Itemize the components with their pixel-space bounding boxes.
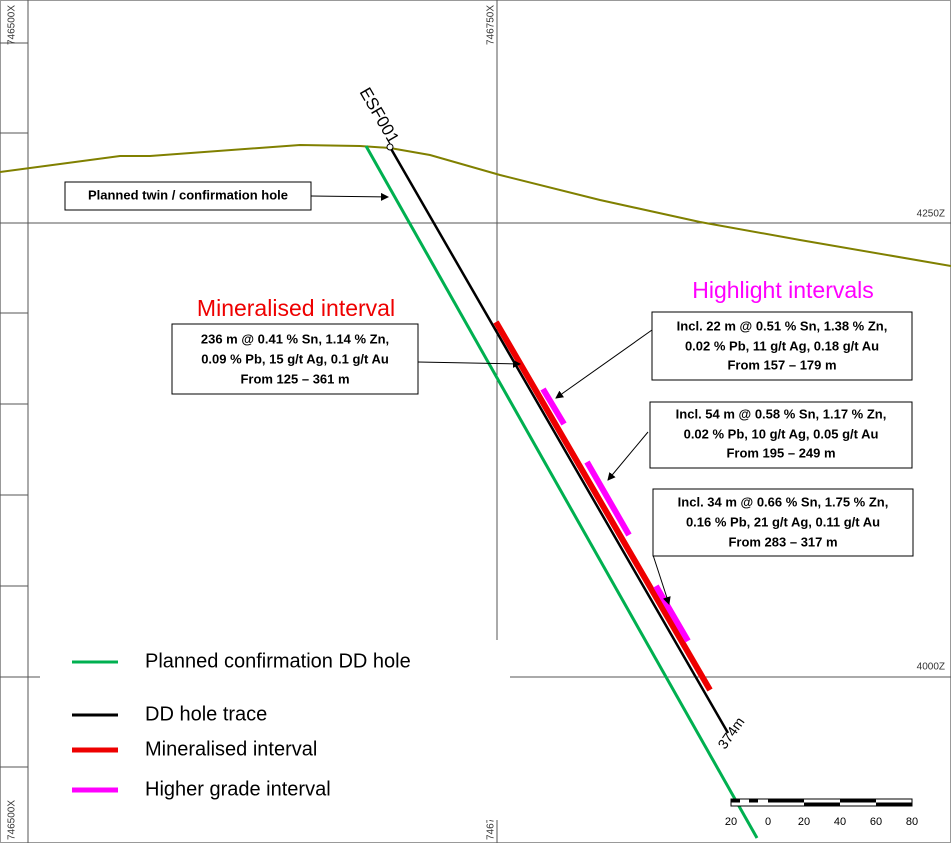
scale-label: 20 <box>798 816 810 828</box>
grid-label: 4000Z <box>917 662 945 673</box>
box-line: 236 m @ 0.41 % Sn, 1.14 % Zn, <box>201 331 389 346</box>
grid-label: 746750X <box>486 5 497 45</box>
planned-hole <box>364 145 759 839</box>
box-line: 0.09 % Pb, 15 g/t Ag, 0.1 g/t Au <box>201 351 389 366</box>
box-line: From 195 – 249 m <box>726 445 835 460</box>
scale-label: 40 <box>834 816 846 828</box>
box-line: Incl. 54 m @ 0.58 % Sn, 1.17 % Zn, <box>676 406 887 421</box>
scale-label: 0 <box>765 816 771 828</box>
box-line: 0.02 % Pb, 10 g/t Ag, 0.05 g/t Au <box>684 426 879 441</box>
planned-box <box>64 181 312 211</box>
topography <box>0 143 951 267</box>
scale-label: 80 <box>906 816 918 828</box>
mineralised-title: Mineralised interval <box>197 295 395 321</box>
grid-label: 746500X <box>7 800 18 840</box>
grid-label: 746500X <box>7 5 18 45</box>
highlight-title: Highlight intervals <box>692 277 874 303</box>
legend-bg <box>40 640 510 820</box>
scale-label: 60 <box>870 816 882 828</box>
box-line: From 157 – 179 m <box>727 357 836 372</box>
collar <box>386 143 394 151</box>
box-line: 0.16 % Pb, 21 g/t Ag, 0.11 g/t Au <box>686 514 880 529</box>
planned-label: Planned twin / confirmation hole <box>88 187 288 202</box>
legend-label: DD hole trace <box>145 703 267 725</box>
mineralised-box <box>171 323 419 395</box>
legend-label: Mineralised interval <box>145 738 317 760</box>
box-line: From 125 – 361 m <box>240 371 349 386</box>
legend-label: Planned confirmation DD hole <box>145 650 411 672</box>
grid-label: 4250Z <box>917 209 945 220</box>
arrows <box>310 192 671 605</box>
scale-bar <box>730 798 913 807</box>
mineralised-interval <box>493 320 713 692</box>
box-line: Incl. 22 m @ 0.51 % Sn, 1.38 % Zn, <box>677 318 888 333</box>
highlight-box <box>649 401 913 469</box>
box-line: From 283 – 317 m <box>728 534 837 549</box>
high-grade <box>540 387 691 643</box>
scale-label: 20 <box>725 816 737 828</box>
highlight-box <box>652 488 914 557</box>
legend-label: Higher grade interval <box>145 778 331 800</box>
box-line: 0.02 % Pb, 11 g/t Ag, 0.18 g/t Au <box>685 338 879 353</box>
highlight-box <box>651 311 913 381</box>
hole-trace <box>388 146 730 734</box>
box-line: Incl. 34 m @ 0.66 % Sn, 1.75 % Zn, <box>678 494 889 509</box>
